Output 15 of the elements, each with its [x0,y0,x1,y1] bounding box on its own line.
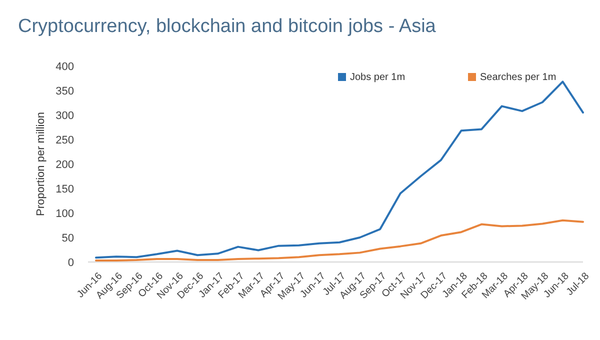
y-tick-label: 250 [56,134,74,146]
line-series [95,80,584,259]
y-tick-label: 100 [56,208,74,220]
legend-label: Searches per 1m [480,72,556,83]
chart-title: Cryptocurrency, blockchain and bitcoin jobs - Asia [18,16,436,37]
y-tick-label: 0 [68,256,74,269]
y-axis-title: Proportion per million [35,112,47,216]
y-tick-label: 350 [56,85,74,98]
y-tick-label: 300 [56,110,74,122]
y-tick-label: 50 [62,232,74,244]
y-tick-label: 400 [56,60,74,73]
y-tick-label: 200 [56,158,74,171]
line-series [95,219,584,262]
legend-label: Jobs per 1m [350,72,406,83]
y-tick-label: 150 [56,183,74,196]
